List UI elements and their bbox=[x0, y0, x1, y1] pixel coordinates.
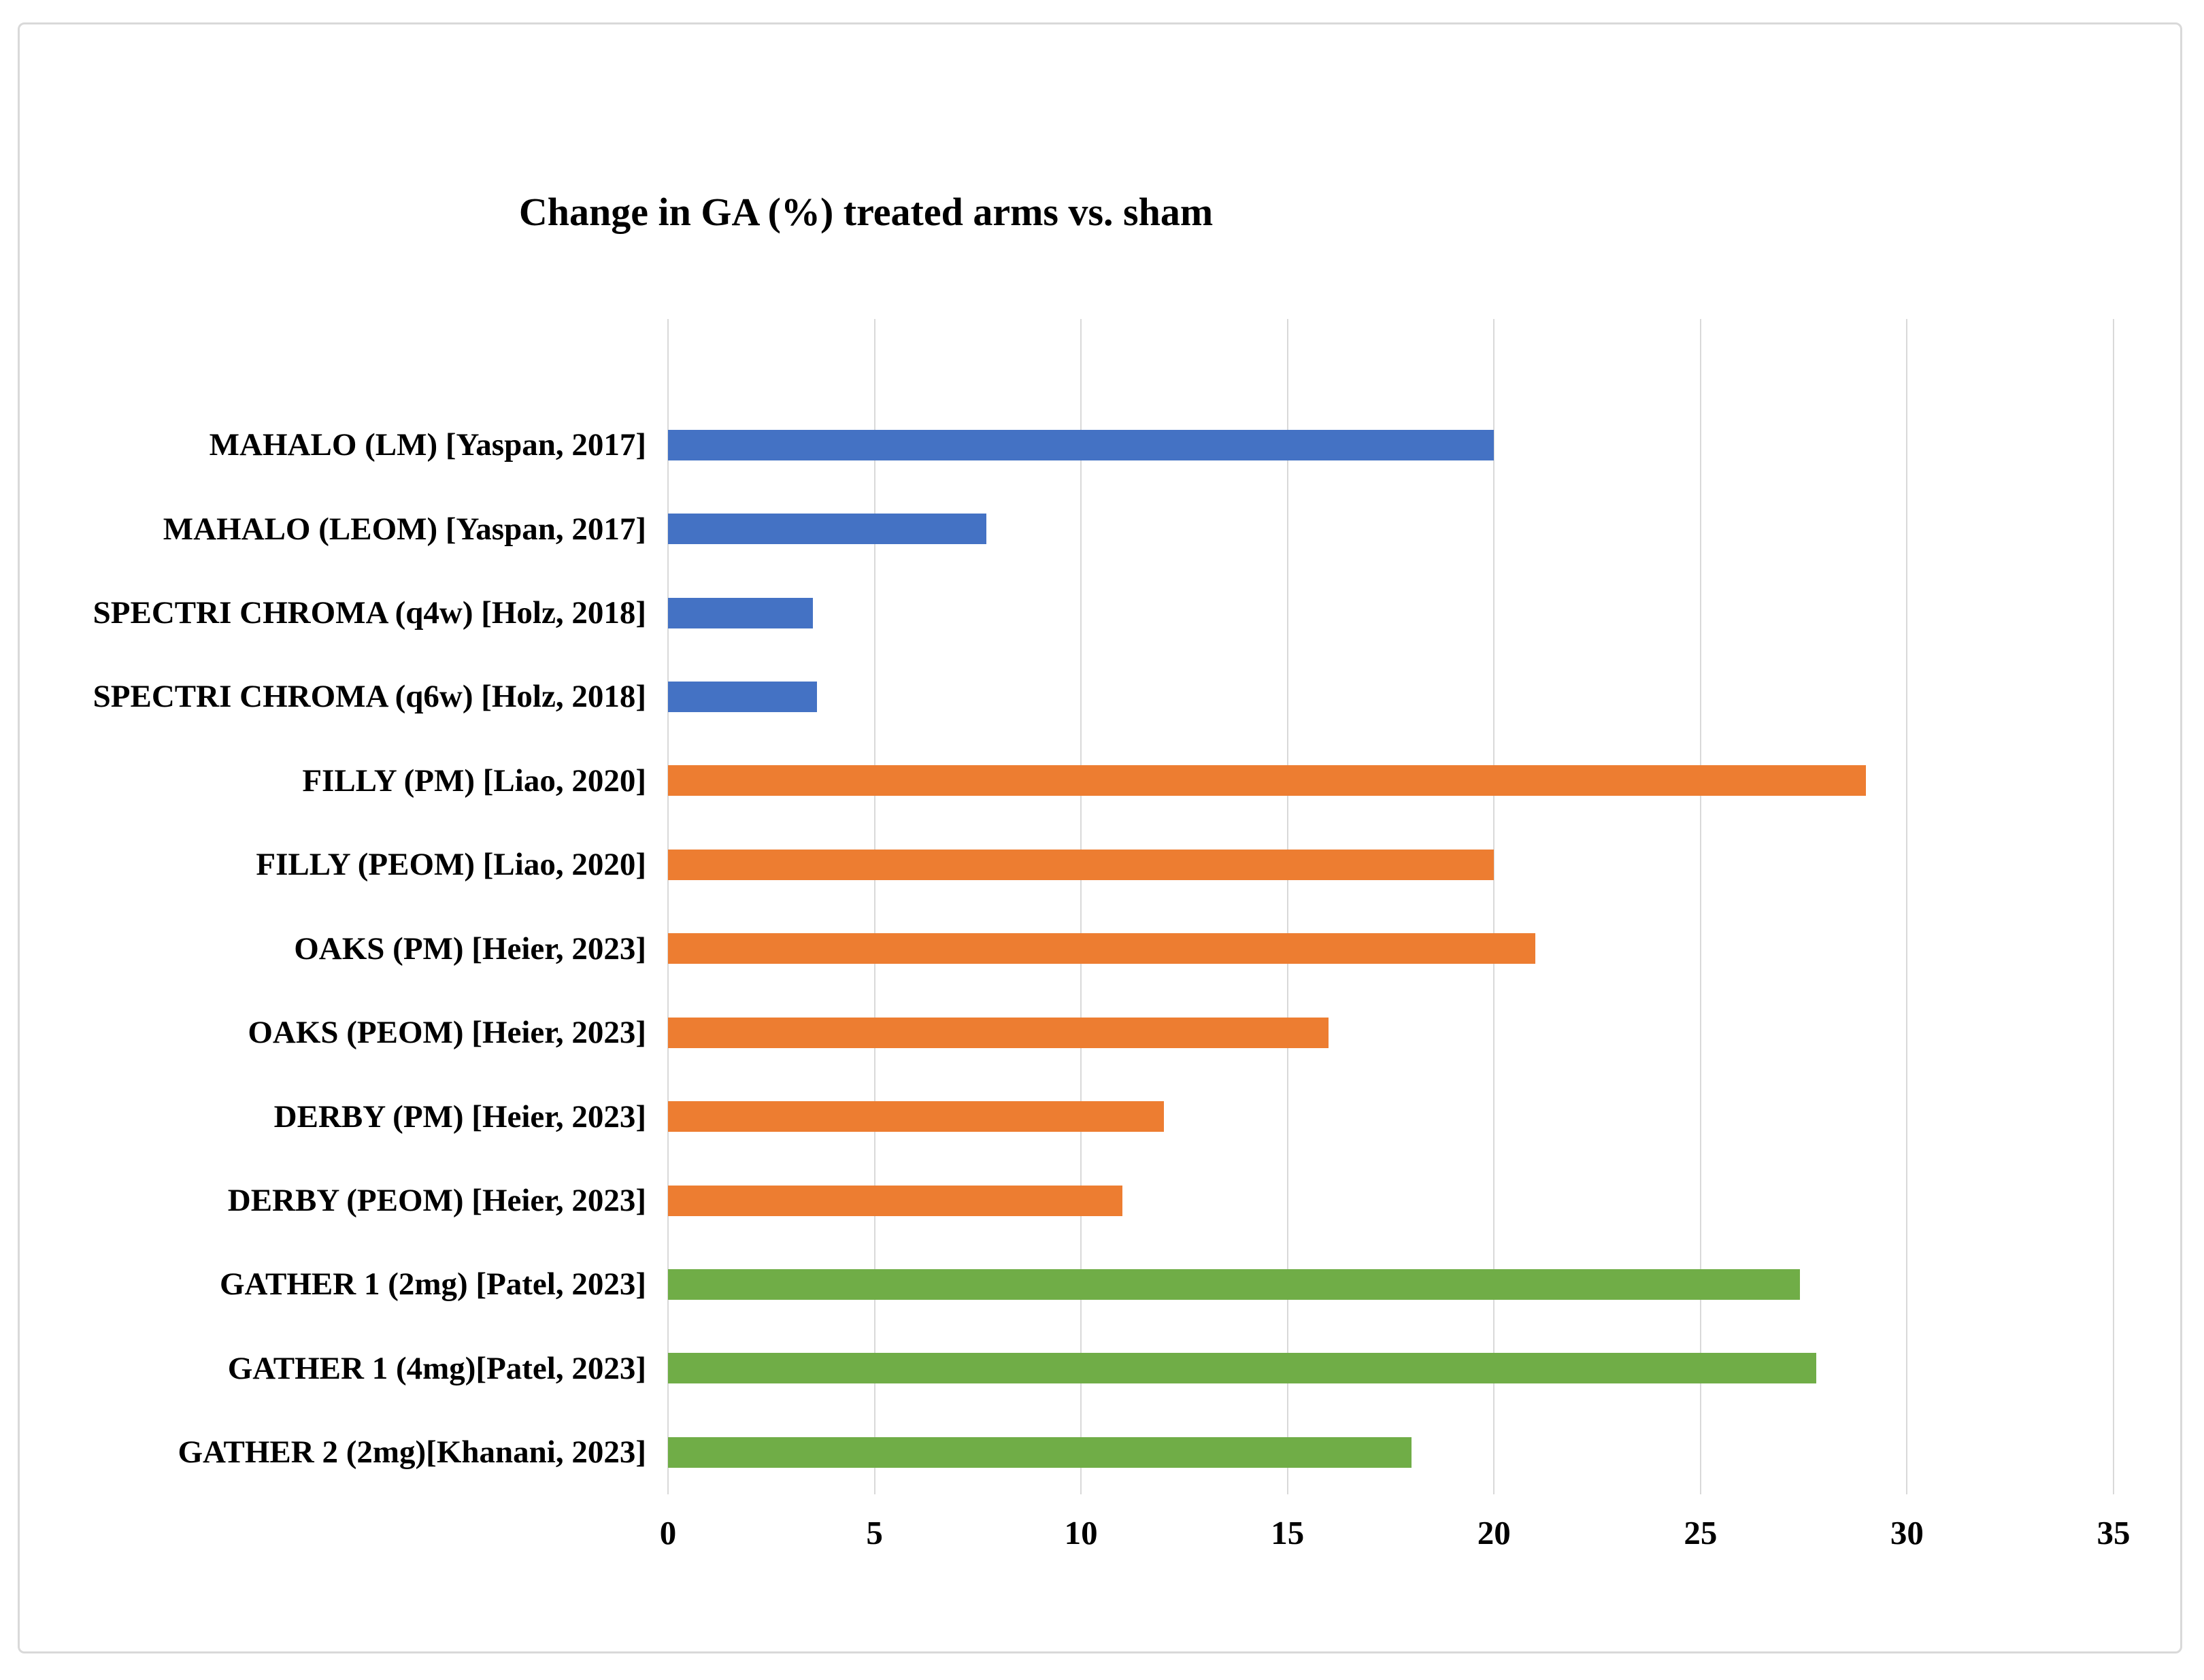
category-label: FILLY (PM) [Liao, 2020] bbox=[302, 762, 646, 799]
bar bbox=[668, 514, 986, 545]
category-label: FILLY (PEOM) [Liao, 2020] bbox=[256, 847, 646, 883]
category-label: GATHER 1 (4mg)[Patel, 2023] bbox=[227, 1350, 646, 1386]
category-label: SPECTRI CHROMA (q4w) [Holz, 2018] bbox=[93, 595, 646, 631]
chart-title: Change in GA (%) treated arms vs. sham bbox=[518, 190, 1214, 234]
gridline bbox=[1699, 319, 1701, 1494]
x-axis-tick-label: 20 bbox=[1477, 1514, 1511, 1551]
x-axis-tick-label: 25 bbox=[1684, 1514, 1718, 1551]
x-axis-tick-label: 10 bbox=[1064, 1514, 1098, 1551]
category-label: OAKS (PM) [Heier, 2023] bbox=[294, 930, 646, 967]
gridline bbox=[2113, 319, 2114, 1494]
category-label: MAHALO (LM) [Yaspan, 2017] bbox=[209, 427, 646, 463]
category-label: GATHER 2 (2mg)[Khanani, 2023] bbox=[178, 1434, 647, 1471]
bar bbox=[668, 933, 1535, 964]
gridline bbox=[1286, 319, 1288, 1494]
category-label: SPECTRI CHROMA (q6w) [Holz, 2018] bbox=[93, 679, 646, 715]
x-axis-tick-label: 15 bbox=[1271, 1514, 1305, 1551]
gridline bbox=[873, 319, 875, 1494]
bar bbox=[668, 1353, 1816, 1384]
category-label: DERBY (PEOM) [Heier, 2023] bbox=[227, 1183, 646, 1218]
bar bbox=[668, 597, 813, 628]
gridline bbox=[667, 319, 669, 1494]
category-label: DERBY (PM) [Heier, 2023] bbox=[273, 1098, 646, 1135]
gridline bbox=[1906, 319, 1908, 1494]
bar bbox=[668, 681, 817, 712]
bar bbox=[668, 1101, 1164, 1132]
figure-frame bbox=[18, 22, 2182, 1653]
gridline bbox=[1493, 319, 1495, 1494]
category-label: GATHER 1 (2mg) [Patel, 2023] bbox=[220, 1266, 646, 1303]
bar bbox=[668, 1185, 1122, 1216]
x-axis-tick-label: 35 bbox=[2097, 1514, 2131, 1551]
x-axis-tick-label: 5 bbox=[866, 1514, 883, 1551]
gridline bbox=[1080, 319, 1082, 1494]
category-label: OAKS (PEOM) [Heier, 2023] bbox=[248, 1015, 646, 1051]
x-axis-tick-label: 0 bbox=[659, 1514, 677, 1551]
bar bbox=[668, 1269, 1800, 1300]
bar bbox=[668, 765, 1866, 796]
x-axis-tick-label: 30 bbox=[1890, 1514, 1924, 1551]
category-label: MAHALO (LEOM) [Yaspan, 2017] bbox=[163, 511, 646, 547]
bar bbox=[668, 429, 1495, 460]
bar bbox=[668, 849, 1495, 880]
bar bbox=[668, 1437, 1412, 1468]
bar bbox=[668, 1017, 1329, 1048]
